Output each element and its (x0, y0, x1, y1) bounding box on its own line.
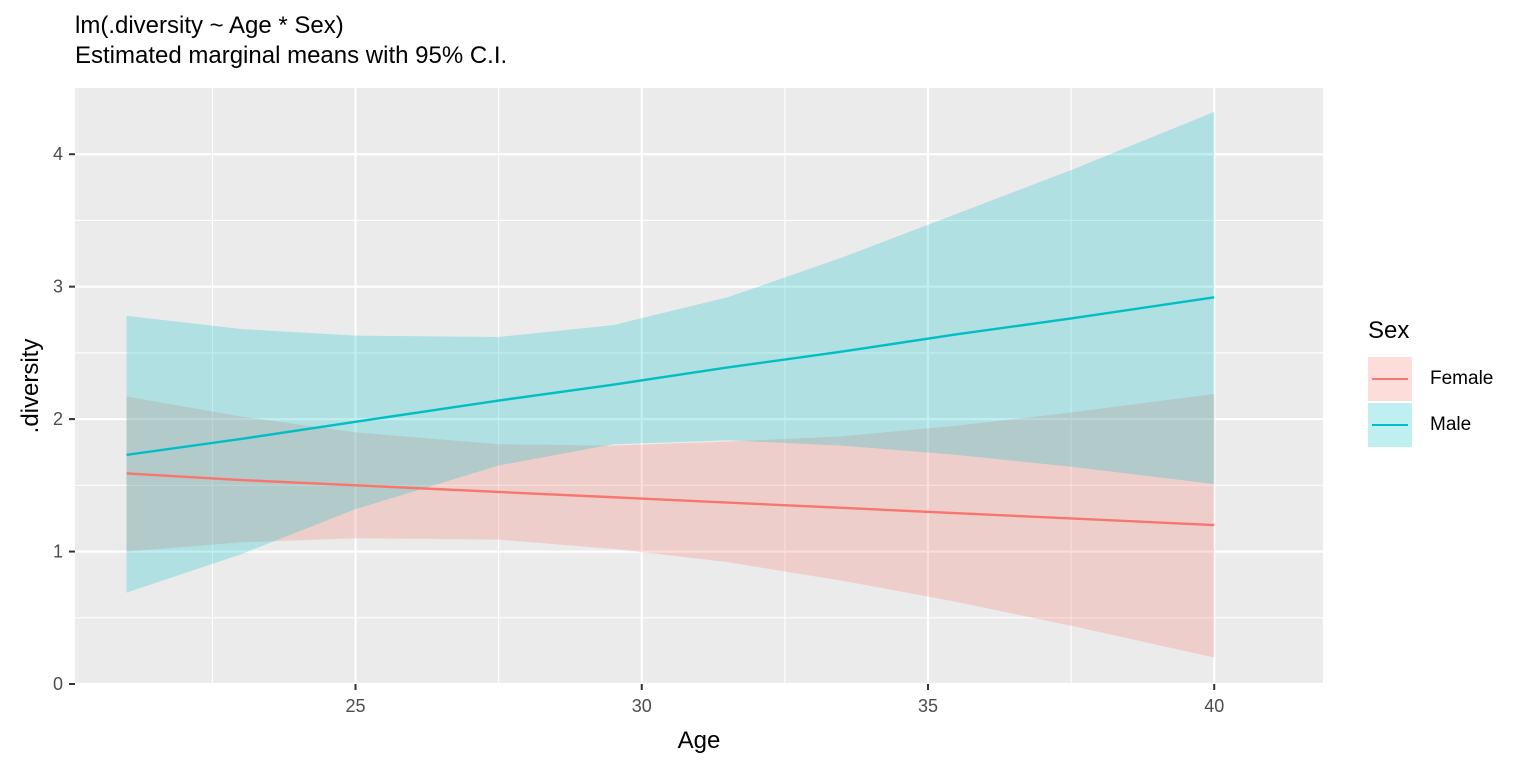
legend-title: Sex (1368, 317, 1410, 344)
major-gridlines (75, 88, 1323, 686)
legend: Sex Female Male (1368, 316, 1493, 448)
y-axis-title: .diversity (17, 339, 44, 434)
legend-item-male: Male (1368, 402, 1493, 448)
y-tick-label: 2 (53, 409, 63, 429)
minor-gridlines (75, 88, 1323, 684)
fit-lines (126, 296, 1215, 527)
x-tick-label: 40 (1204, 696, 1224, 716)
chart-title: lm(.diversity ~ Age * Sex) (75, 12, 344, 39)
legend-label-male: Male (1430, 414, 1472, 435)
x-tick-label: 30 (632, 696, 652, 716)
legend-item-female: Female (1368, 356, 1493, 402)
ci-ribbon-male (126, 111, 1215, 593)
fit-line-male (126, 296, 1215, 457)
confidence-ribbons (126, 111, 1215, 658)
legend-key-female (1368, 357, 1412, 401)
y-tick-label: 3 (53, 277, 63, 297)
y-tick-label: 4 (53, 144, 63, 164)
chart-subtitle: Estimated marginal means with 95% C.I. (75, 42, 508, 69)
legend-key-male (1368, 403, 1412, 447)
x-tick-label: 25 (345, 696, 365, 716)
plot-panel (75, 88, 1323, 684)
fit-line-female (126, 472, 1215, 527)
axes: 25 30 35 40 0 1 2 3 4 (53, 144, 1224, 716)
y-tick-label: 1 (53, 542, 63, 562)
y-tick-label: 0 (53, 674, 63, 694)
ci-ribbon-female (126, 393, 1215, 658)
legend-label-female: Female (1430, 368, 1494, 389)
x-axis-title: Age (678, 727, 721, 754)
x-tick-label: 35 (918, 696, 938, 716)
